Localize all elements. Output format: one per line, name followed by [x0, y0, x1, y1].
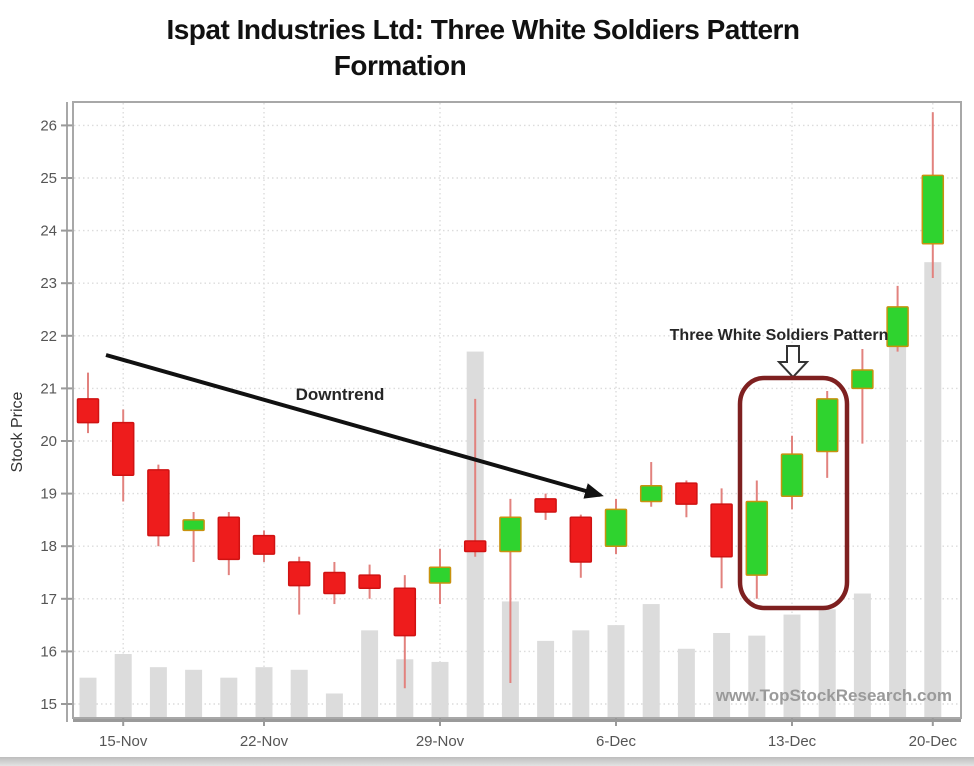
candle-body-13-green [499, 516, 522, 553]
candle-body-4-green [182, 519, 205, 532]
y-tick-label-23: 23 [40, 275, 57, 292]
candle-body-3-red [147, 469, 170, 537]
y-tick-label-24: 24 [40, 223, 57, 240]
volume-bar-8 [325, 693, 343, 717]
chart-title-line1: Ispat Industries Ltd: Three White Soldie… [166, 14, 800, 45]
page-bottom-edge [0, 757, 974, 766]
candle-body-15-red [569, 516, 593, 563]
candle-body-20-green [745, 500, 769, 576]
x-tick-label-20-Dec: 20-Dec [909, 733, 958, 750]
candle-body-19-red [710, 503, 733, 558]
candle-body-7-red [287, 561, 311, 587]
volume-bar-20 [748, 635, 766, 717]
volume-bar-17 [642, 604, 660, 717]
three-white-soldiers-highlight-box [737, 375, 850, 611]
plot-frame [66, 101, 962, 722]
candle-body-17-green [639, 484, 663, 503]
candle-body-2-red [111, 421, 135, 476]
volume-bar-16 [607, 625, 625, 717]
volume-bar-19 [713, 632, 731, 717]
candle-body-12-red [463, 540, 487, 553]
y-tick-label-20: 20 [40, 433, 57, 450]
three-white-soldiers-label: Three White Soldiers Pattern [670, 327, 889, 344]
y-tick-label-16: 16 [40, 643, 57, 660]
candle-body-8-red [323, 571, 346, 595]
volume-bar-18 [677, 648, 695, 717]
x-tick-label-15-Nov: 15-Nov [99, 733, 148, 750]
volume-bar-24 [889, 346, 907, 717]
candlesticks [76, 112, 945, 689]
downtrend-arrow [105, 353, 604, 499]
x-tick-label-29-Nov: 29-Nov [416, 733, 465, 750]
y-tick-label-22: 22 [40, 328, 57, 345]
pattern-pointer-arrow-icon [776, 345, 810, 379]
candle-body-25-green [921, 174, 945, 245]
y-tick-label-15: 15 [40, 696, 57, 713]
downtrend-label: Downtrend [296, 385, 385, 404]
candle-body-21-green [780, 453, 804, 497]
y-tick-label-19: 19 [40, 486, 57, 503]
candle-body-11-green [428, 566, 452, 584]
y-tick-label-18: 18 [40, 538, 57, 555]
candle-body-18-red [675, 482, 698, 505]
y-tick-label-25: 25 [40, 170, 57, 187]
volume-bar-22 [818, 609, 836, 717]
x-tick-label-6-Dec: 6-Dec [596, 733, 637, 750]
candle-body-23-green [851, 369, 874, 390]
watermark: www.TopStockResearch.com [715, 686, 952, 705]
volume-bar-15 [572, 630, 590, 717]
volume-bar-11 [431, 661, 449, 717]
y-tick-label-26: 26 [40, 117, 57, 134]
candle-body-16-green [604, 508, 628, 547]
volume-bar-3 [149, 667, 167, 717]
x-tick-label-13-Dec: 13-Dec [768, 733, 817, 750]
candle-body-5-red [217, 516, 241, 561]
volume-bar-21 [783, 614, 801, 717]
volume-bar-7 [290, 669, 308, 717]
y-tick-label-17: 17 [40, 591, 57, 608]
volume-bar-9 [361, 630, 379, 717]
volume-bar-6 [255, 667, 273, 717]
volume-bar-25 [924, 262, 942, 717]
volume-bar-23 [853, 593, 871, 717]
plot-border [72, 101, 962, 719]
volume-bar-5 [220, 677, 238, 717]
volume-bar-2 [114, 654, 132, 717]
candle-body-1-red [76, 398, 100, 424]
candle-body-24-green [886, 306, 909, 348]
candle-body-10-red [393, 587, 417, 637]
candle-body-9-red [358, 574, 381, 590]
y-axis-title: Stock Price [9, 391, 26, 472]
axis-ticks-and-labels: 26 25 24 23 22 21 20 19 18 17 16 15 15-Nov 22-Nov 29-N… [40, 117, 957, 750]
y-tick-label-21: 21 [40, 380, 57, 397]
volume-bar-1 [79, 677, 97, 717]
candle-body-14-red [534, 498, 557, 513]
candle-body-22-green [815, 398, 839, 453]
x-tick-label-22-Nov: 22-Nov [240, 733, 289, 750]
volume-bar-14 [537, 640, 555, 717]
volume-bar-4 [185, 669, 203, 717]
chart-title-line2: Formation [333, 50, 467, 81]
candle-body-6-red [252, 534, 276, 555]
